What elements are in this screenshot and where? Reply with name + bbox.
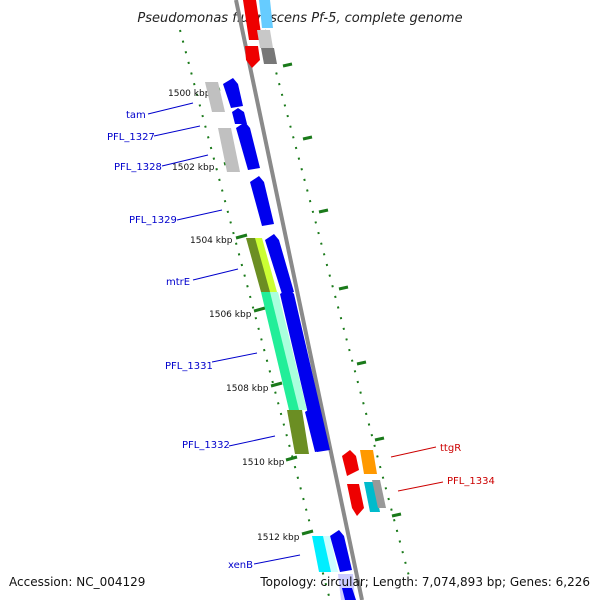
feature-olive-pfl1332 [287,410,309,454]
gene-label-mtrE[interactable]: mtrE [166,277,190,288]
leader-xenB [253,554,301,565]
accession-text: Accession: NC_004129 [9,575,145,589]
outer-dotted-track [264,29,411,581]
tick-1512 [301,529,314,536]
feature-lime-mtrE [255,238,277,292]
tick-label-1504: 1504 kbp [190,236,233,246]
gene-label-pfl1329: PFL_1329 [129,215,177,226]
gene-label-pfl1328[interactable]: PFL_1328 [114,162,162,173]
gene-arrow-xenB[interactable] [330,530,352,572]
gene-label-tam[interactable]: tam [126,110,146,121]
tick-label-1502: 1502 kbp [172,163,215,173]
topology-text: Topology: circular; Length: 7,074,893 bp… [259,575,590,589]
leader-pfl1329 [176,209,223,221]
tick-label-1508: 1508 kbp [226,384,269,394]
tick-label-1506: 1506 kbp [209,310,252,320]
feature-orange-ttgR [360,450,377,474]
outer-tick-4 [338,285,349,291]
tick-1508 [270,381,283,388]
feature-cyan-xenB [312,536,333,572]
feature-gray-pfl1334 [372,480,386,508]
genome-backbone [234,0,364,600]
tick-1510 [285,455,298,462]
leader-pfl1328 [161,154,209,167]
gene-label-xenB[interactable]: xenB [228,560,253,571]
gene-box-tam-gray [205,82,225,112]
leader-ttgR [390,446,437,458]
tick-label-1512: 1512 kbp [257,533,300,543]
right-gene-labels: ttgR PFL_1334 [390,443,495,492]
leader-pfl1331 [211,352,258,363]
outer-tick-3 [318,208,329,214]
feature-cyan-pfl1334 [364,482,380,512]
gene-arrow-tam[interactable] [223,78,243,108]
tick-label-1500: 1500 kbp [168,89,211,99]
gene-box-pfl1328-gray [218,128,240,172]
feature-olive-mtrE [246,238,272,292]
gene-label-pfl1331[interactable]: PFL_1331 [165,361,213,372]
outer-tick-1 [282,62,293,68]
top-darkgray-feature [261,48,277,64]
left-gene-labels: tam PFL_1327 PFL_1328 PFL_1329 mtrE PFL_… [107,102,301,571]
gene-label-pfl1332[interactable]: PFL_1332 [182,440,230,451]
gene-arrow-pfl1332[interactable] [305,406,327,452]
top-gray-feature [257,30,273,48]
tick-1504 [235,233,248,240]
leader-tam [147,102,194,115]
gene-arrow-pfl1334[interactable] [347,484,364,516]
leader-pfl1327 [153,125,201,137]
gene-label-ttgR[interactable]: ttgR [440,443,461,454]
outer-tick-7 [391,512,402,518]
inner-dotted-track [179,29,331,600]
feature-bottom-blue [342,588,356,600]
gene-arrow-pfl1328[interactable] [236,122,260,170]
gene-label-pfl1334[interactable]: PFL_1334 [447,476,495,487]
gene-arrow-pfl1327[interactable] [232,108,247,124]
leader-mtrE [192,268,239,281]
gene-arrow-pfl1329[interactable] [250,176,274,226]
outer-tick-5 [356,360,367,366]
feature-lightcyan-xenB [323,536,338,572]
tick-1506 [253,306,266,313]
gene-label-pfl1327[interactable]: PFL_1327 [107,132,155,143]
outer-tick-2 [302,135,313,141]
outer-tick-6 [374,436,385,442]
top-red-arrow [245,46,260,68]
gene-arrow-mtrE[interactable] [265,234,294,294]
leader-pfl1332 [228,435,276,447]
tick-label-1510: 1510 kbp [242,458,285,468]
feature-lightgreen-pfl1331 [270,292,307,410]
map-title: Pseudomonas fluorescens Pf-5, complete g… [137,11,462,26]
top-cyan-feature [259,0,273,28]
gene-arrow-ttgR[interactable] [342,450,359,476]
leader-pfl1334 [397,481,444,492]
